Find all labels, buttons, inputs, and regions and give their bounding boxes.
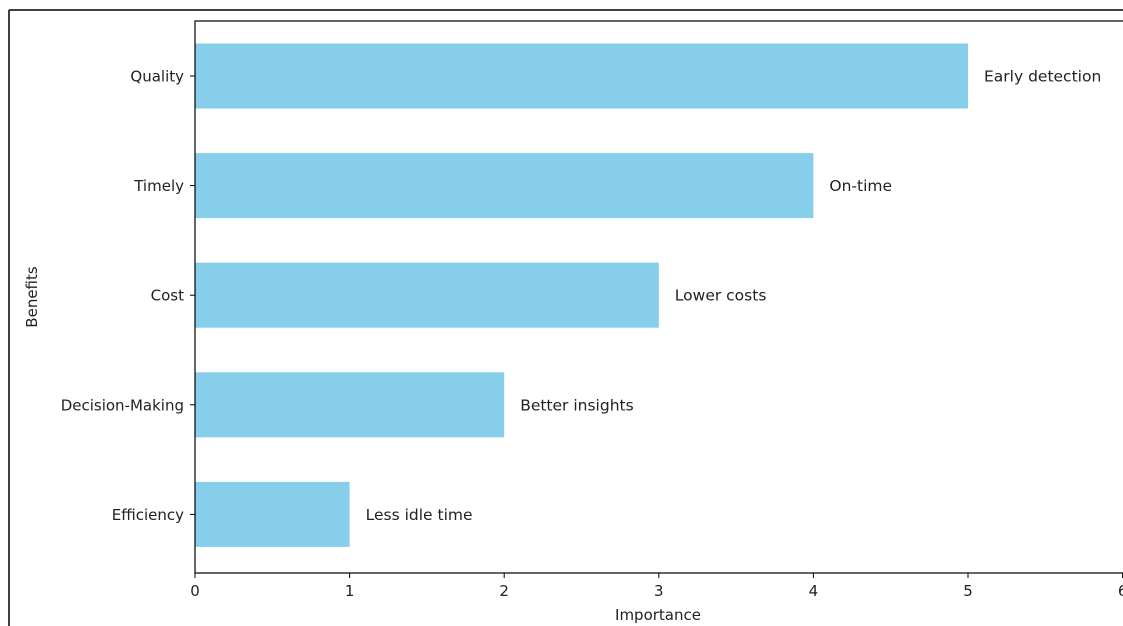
- bar-annotation: Better insights: [520, 396, 634, 414]
- x-axis-ticks: 0 1 2 3 4 5 6: [190, 573, 1123, 600]
- y-tick-label: Efficiency: [112, 506, 184, 524]
- bar-annotation: On-time: [829, 177, 892, 195]
- plot-frame: [194, 20, 1123, 574]
- bar-annotation: Less idle time: [366, 506, 473, 524]
- x-tick-label: 2: [499, 582, 509, 600]
- bar-efficiency: [195, 481, 350, 547]
- y-tick-label: Timely: [133, 177, 184, 195]
- bar-annotations: Early detection On-time Lower costs Better …: [366, 68, 1102, 524]
- y-tick-label: Cost: [151, 287, 184, 305]
- y-axis-label: Benefits: [23, 266, 41, 328]
- y-tick-label: Quality: [130, 68, 184, 86]
- x-tick-label: 1: [345, 582, 355, 600]
- bar-annotation: Early detection: [984, 68, 1101, 86]
- y-tick-label: Decision-Making: [61, 396, 184, 414]
- bar-quality: [195, 43, 968, 109]
- x-axis-label: Importance: [615, 606, 701, 624]
- x-tick-label: 5: [963, 582, 973, 600]
- bar-decision-making: [195, 372, 505, 438]
- bar-timely: [195, 153, 814, 219]
- y-axis-ticks: Quality Timely Cost Decision-Making Efficien…: [61, 68, 195, 524]
- x-tick-label: 0: [190, 582, 200, 600]
- bar-annotation: Lower costs: [675, 287, 767, 305]
- x-tick-label: 4: [809, 582, 819, 600]
- bars-layer: [195, 43, 968, 547]
- bar-cost: [195, 262, 659, 328]
- x-tick-label: 3: [654, 582, 664, 600]
- x-tick-label: 6: [1118, 582, 1123, 600]
